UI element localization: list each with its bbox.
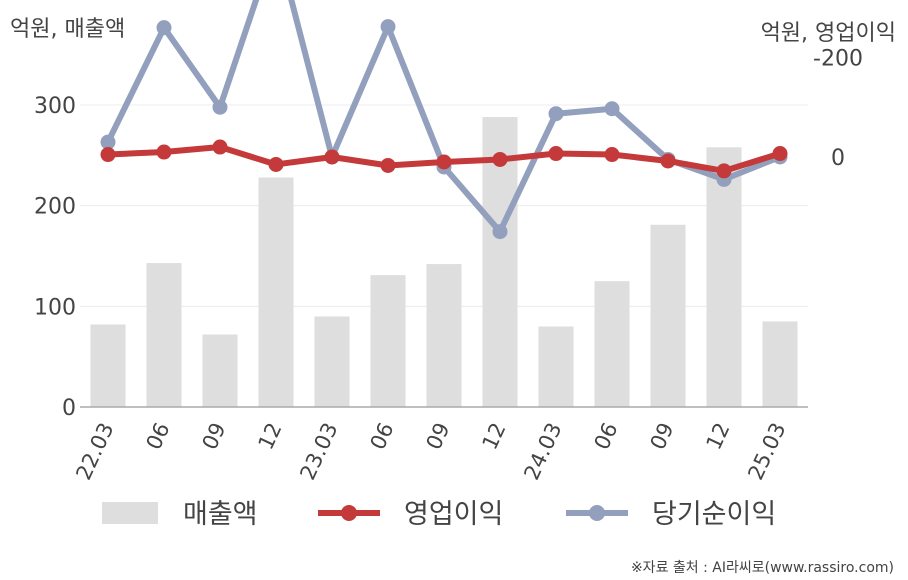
series-point-영업이익-3 (268, 156, 284, 172)
bar-3 (258, 177, 294, 407)
x-tick-1: 06 (141, 419, 174, 453)
series-point-영업이익-5 (380, 157, 396, 173)
left-tick-2: 200 (34, 195, 76, 220)
x-tick-12: 25.03 (743, 419, 790, 484)
bar-4 (314, 316, 350, 407)
x-tick-2: 09 (197, 419, 230, 453)
bar-6 (426, 264, 462, 407)
line-series (100, 0, 788, 240)
bar-12 (762, 321, 798, 407)
series-point-영업이익-1 (156, 144, 172, 160)
right-tick-0: 0 (831, 146, 845, 171)
legend-swatch-매출액 (102, 502, 158, 524)
series-point-당기순이익-2 (212, 99, 228, 115)
legend-marker-영업이익 (341, 505, 357, 521)
series-point-영업이익-9 (604, 147, 620, 163)
bar-0 (90, 324, 126, 407)
bar-9 (594, 281, 630, 407)
x-tick-8: 24.03 (519, 419, 566, 484)
left-axis-ticks: 0 100 200 300 (34, 94, 76, 421)
series-point-당기순이익-5 (380, 19, 396, 35)
x-tick-10: 09 (645, 419, 678, 453)
x-tick-0: 22.03 (71, 419, 118, 484)
right-tick-1: -200 (813, 47, 863, 72)
x-tick-7: 12 (477, 419, 510, 453)
x-tick-6: 09 (421, 419, 454, 453)
series-point-영업이익-11 (716, 163, 732, 179)
legend: 매출액 영업이익 당기순이익 (102, 499, 776, 530)
x-tick-5: 06 (365, 419, 398, 453)
series-point-영업이익-2 (212, 139, 228, 155)
right-axis-unit: 억원, 영업이익 (761, 21, 896, 46)
left-tick-1: 100 (34, 295, 76, 320)
series-point-영업이익-4 (324, 149, 340, 165)
series-point-영업이익-12 (772, 146, 788, 162)
legend-label-매출액: 매출액 (183, 499, 258, 530)
series-point-영업이익-7 (492, 151, 508, 167)
left-axis-unit: 억원, 매출액 (10, 17, 125, 42)
series-line-당기순이익 (105, 0, 783, 235)
x-tick-9: 06 (589, 419, 622, 453)
legend-marker-당기순이익 (589, 505, 605, 521)
series-point-영업이익-6 (436, 154, 452, 170)
series-point-영업이익-10 (660, 153, 676, 169)
x-tick-3: 12 (253, 419, 286, 453)
series-point-당기순이익-8 (548, 106, 564, 122)
legend-label-당기순이익: 당기순이익 (652, 499, 776, 530)
bar-1 (146, 263, 182, 407)
left-tick-3: 300 (34, 94, 76, 119)
bar-10 (650, 224, 686, 407)
series-point-당기순이익-7 (492, 224, 508, 240)
bar-11 (706, 147, 742, 407)
left-tick-0: 0 (62, 396, 76, 421)
revenue-bars (90, 117, 798, 407)
bar-8 (538, 326, 574, 407)
bar-2 (202, 334, 238, 407)
series-point-영업이익-0 (100, 147, 116, 163)
bar-5 (370, 275, 406, 407)
series-point-당기순이익-0 (100, 134, 116, 150)
x-tick-4: 23.03 (295, 419, 342, 484)
x-axis-ticks: 22.03 06 09 12 23.03 06 09 12 24.03 06 09 12 25.03 (71, 419, 790, 484)
legend-label-영업이익: 영업이익 (404, 499, 503, 530)
series-point-당기순이익-1 (156, 20, 172, 36)
source-note: ※자료 출처 : AI라씨로(www.rassiro.com) (631, 560, 894, 576)
right-axis-ticks: 0-200-400 (813, 47, 863, 172)
series-point-당기순이익-9 (604, 101, 620, 117)
series-point-영업이익-8 (548, 146, 564, 162)
x-tick-11: 12 (701, 419, 734, 453)
